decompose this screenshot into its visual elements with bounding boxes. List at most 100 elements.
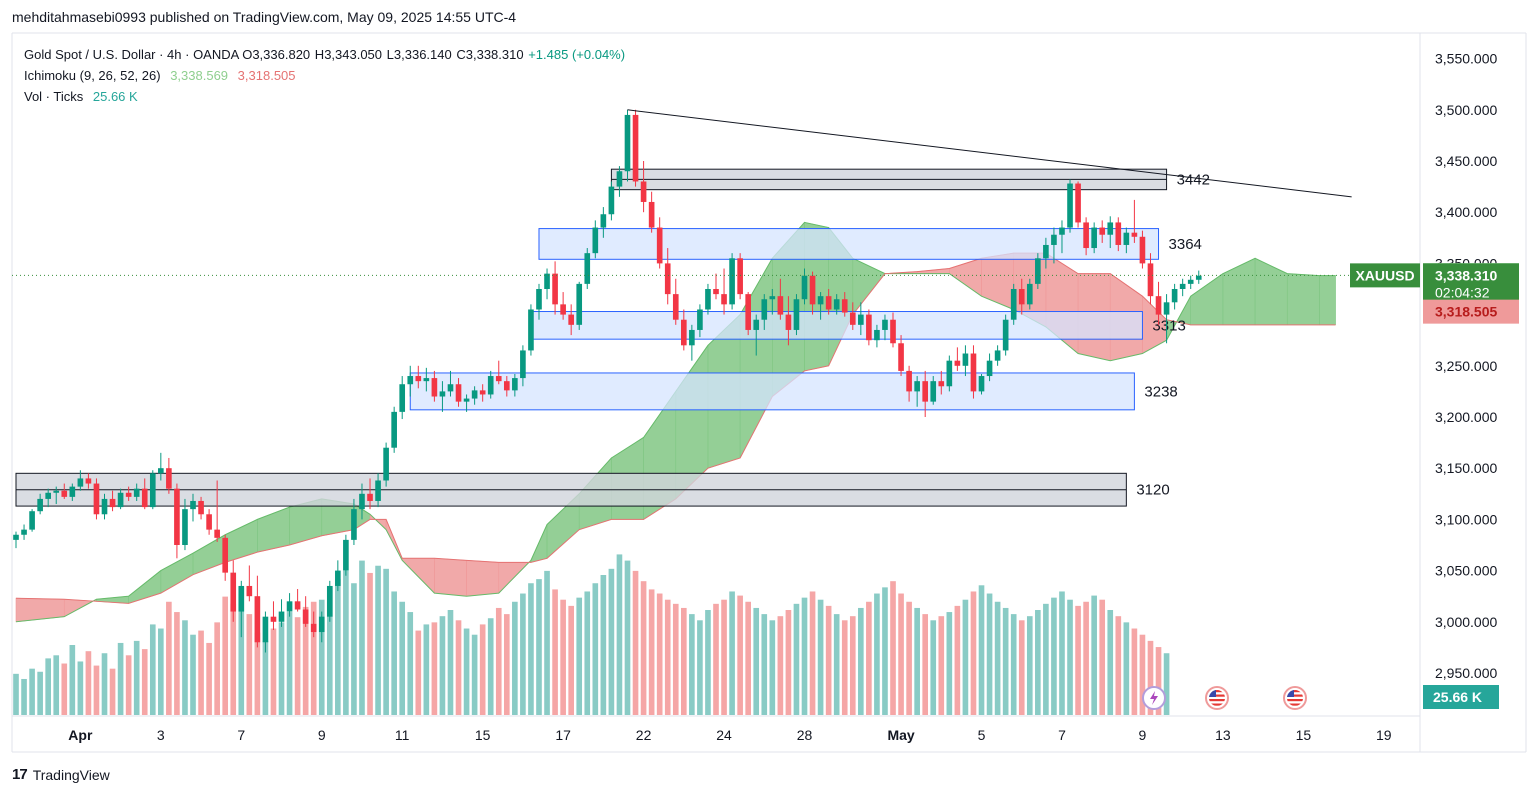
- candle-body: [632, 114, 639, 182]
- zone-3238[interactable]: [409, 372, 1135, 411]
- volume-bar: [672, 603, 679, 715]
- candle-body: [415, 376, 422, 382]
- candle-body: [141, 488, 148, 508]
- candle-body: [133, 488, 140, 497]
- trendline[interactable]: [627, 109, 1352, 198]
- volume-bar: [13, 673, 19, 715]
- candle-body: [1043, 244, 1049, 259]
- cloud-segment: [852, 257, 886, 316]
- volume-bar: [399, 601, 406, 715]
- volume-bar: [61, 663, 68, 715]
- volume-bar: [689, 614, 695, 715]
- candle-body: [351, 509, 357, 540]
- zone-label: 3364: [1169, 236, 1202, 253]
- legend-ichimoku-span-a: 3,338.569: [170, 68, 229, 83]
- lightning-icon[interactable]: [1142, 686, 1166, 710]
- candle-body: [447, 384, 454, 392]
- volume-bar: [1139, 634, 1146, 715]
- legend-open-value: 3,336.820: [252, 47, 311, 62]
- span-b-tag-text: 3,318.505: [1435, 304, 1497, 320]
- candle-body: [672, 294, 679, 320]
- candle-body: [841, 299, 848, 313]
- volume-bar: [809, 591, 816, 715]
- volume-bar: [190, 634, 196, 715]
- candle-body: [648, 201, 655, 228]
- legend-volume-label[interactable]: Vol · Ticks: [24, 89, 84, 104]
- legend-symbol[interactable]: Gold Spot / U.S. Dollar · 4h · OANDA: [24, 47, 239, 62]
- volume-bar: [624, 560, 631, 715]
- candle-body: [1131, 232, 1138, 237]
- trendline-group[interactable]: [627, 109, 1352, 198]
- us-flag-icon[interactable]: [1205, 686, 1229, 710]
- footer: 17 TradingView: [12, 766, 110, 783]
- candle-body: [1163, 302, 1170, 315]
- price-tick-label: 3,450.000: [1435, 153, 1497, 169]
- candle-body: [600, 214, 607, 228]
- volume-bar: [568, 605, 574, 715]
- volume-bar: [761, 614, 768, 715]
- volume-bar: [222, 596, 229, 715]
- time-tick-label: Apr: [68, 727, 93, 743]
- candle-body: [21, 529, 27, 535]
- volume-bar: [1010, 614, 1017, 715]
- candle-body: [858, 314, 864, 325]
- volume-bar: [455, 620, 462, 715]
- candle-body: [495, 376, 502, 382]
- volume-bar: [753, 607, 760, 715]
- volume-bar: [520, 593, 526, 715]
- zone-3313[interactable]: [530, 311, 1143, 340]
- volume-bar: [53, 655, 60, 715]
- volume-bar: [270, 628, 277, 715]
- volume-bar: [158, 628, 164, 715]
- candle-body: [536, 288, 542, 310]
- volume-bar: [1051, 597, 1057, 715]
- zone-3364[interactable]: [538, 228, 1160, 260]
- time-tick-label: 7: [237, 727, 245, 743]
- legend-ichimoku-label[interactable]: Ichimoku (9, 26, 52, 26): [24, 68, 161, 83]
- time-tick-label: 5: [978, 727, 986, 743]
- candle-body: [568, 314, 574, 325]
- volume-bar: [648, 589, 655, 715]
- candle-body: [190, 500, 196, 510]
- volume-bar: [656, 593, 663, 715]
- volume-bar: [874, 593, 880, 715]
- candle-body: [890, 319, 896, 344]
- event-icons[interactable]: [1142, 686, 1307, 710]
- volume-bar: [745, 601, 751, 715]
- price-axis[interactable]: 3,550.0003,500.0003,450.0003,400.0003,35…: [1435, 51, 1497, 681]
- volume-bar: [528, 583, 534, 715]
- volume-bar: [133, 640, 140, 715]
- volume-bar: [721, 599, 727, 715]
- candle-body: [149, 473, 156, 508]
- volume-bar: [141, 649, 148, 715]
- price-tick-label: 3,550.000: [1435, 51, 1497, 67]
- time-tick-label: 9: [1139, 727, 1147, 743]
- volume-bar: [616, 554, 623, 715]
- candle-body: [359, 493, 365, 510]
- volume-bar: [946, 612, 953, 715]
- candle-body: [576, 283, 583, 325]
- time-axis[interactable]: Apr 3 7 9 11 15 17 22 24 28 May 5 7 9 13 15 19: [68, 727, 1392, 743]
- candle-body: [13, 534, 19, 540]
- volume-bar: [69, 645, 76, 715]
- volume-bar: [978, 585, 985, 715]
- candle-body: [560, 304, 566, 315]
- time-tick-label: 13: [1215, 727, 1231, 743]
- time-tick-label: 24: [716, 727, 732, 743]
- cloud-segment: [1222, 257, 1256, 326]
- candle-body: [343, 539, 349, 571]
- cloud-segment: [1319, 275, 1336, 326]
- price-tick-label: 3,050.000: [1435, 563, 1497, 579]
- candle-body: [1099, 227, 1106, 235]
- price-tick-label: 3,000.000: [1435, 614, 1497, 630]
- legend-ichimoku-row: Ichimoku (9, 26, 52, 26) 3,338.569 3,318…: [24, 65, 625, 86]
- volume-bar: [866, 601, 872, 715]
- volume-bar: [890, 581, 896, 715]
- legend-volume-value: 25.66 K: [92, 89, 138, 104]
- candle-body: [310, 623, 317, 633]
- us-flag-icon[interactable]: [1283, 686, 1307, 710]
- candle-body: [270, 616, 277, 622]
- volume-bar: [713, 603, 719, 715]
- volume-bar: [906, 601, 912, 715]
